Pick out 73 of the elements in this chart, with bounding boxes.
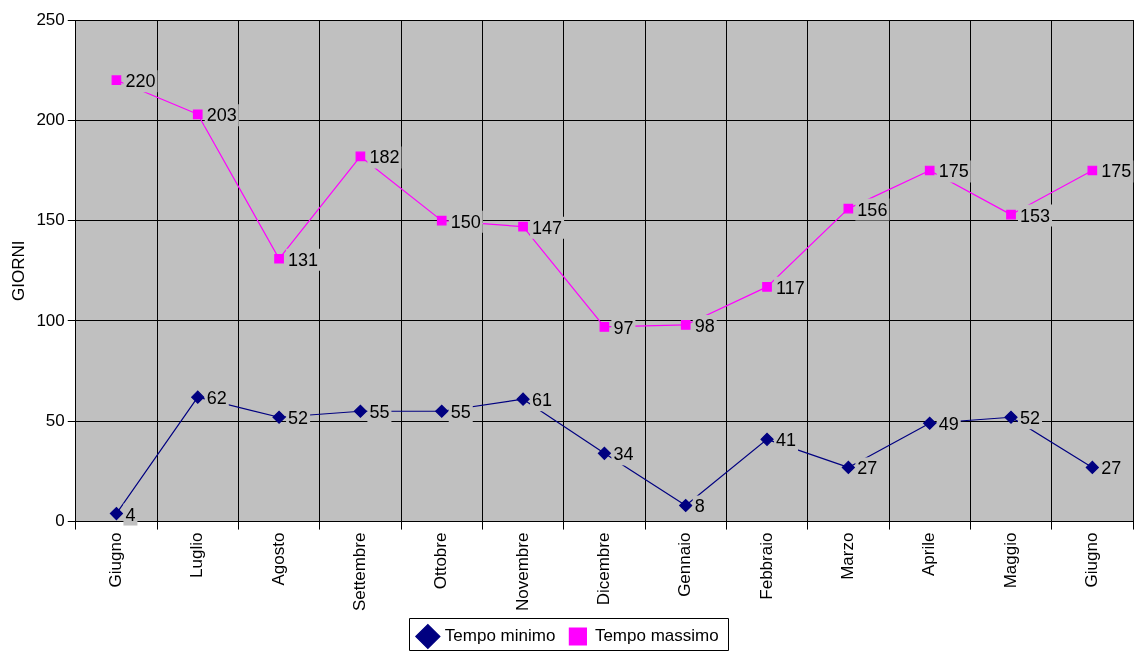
x-tick-label: Gennaio bbox=[675, 532, 695, 597]
x-tick-label: Maggio bbox=[1000, 532, 1020, 589]
x-tick-label: Febbraio bbox=[756, 532, 776, 600]
point bbox=[516, 392, 530, 406]
data-label: 220 bbox=[125, 71, 156, 92]
point bbox=[924, 165, 935, 176]
data-label: 52 bbox=[1020, 408, 1041, 429]
data-label: 55 bbox=[450, 402, 471, 423]
x-tick-label: Giugno bbox=[106, 532, 126, 588]
y-axis-title: GIORNI bbox=[8, 240, 28, 302]
point bbox=[679, 498, 693, 513]
y-tick-label: 0 bbox=[55, 511, 65, 531]
point bbox=[518, 221, 528, 232]
y-tick-label: 100 bbox=[36, 310, 65, 330]
x-tick-label: Luglio bbox=[187, 532, 207, 578]
data-label: 97 bbox=[613, 317, 634, 338]
data-label: 41 bbox=[776, 430, 797, 451]
data-label: 153 bbox=[1020, 205, 1051, 226]
data-label: 52 bbox=[288, 408, 309, 429]
x-tick-label: Marzo bbox=[838, 532, 858, 580]
point bbox=[841, 460, 855, 474]
data-label: 156 bbox=[857, 199, 888, 220]
legend-label: Tempo massimo bbox=[594, 626, 719, 646]
data-label: 98 bbox=[694, 315, 715, 336]
data-label: 117 bbox=[776, 277, 805, 298]
data-label: 182 bbox=[369, 147, 400, 168]
data-label: 62 bbox=[206, 388, 227, 409]
data-label: 4 bbox=[125, 504, 136, 525]
point bbox=[435, 404, 449, 418]
point bbox=[1085, 460, 1099, 474]
x-tick-label: Ottobre bbox=[431, 532, 451, 590]
point bbox=[191, 390, 205, 404]
data-label: 8 bbox=[694, 496, 705, 517]
point bbox=[109, 506, 124, 521]
point bbox=[843, 203, 854, 214]
data-label: 27 bbox=[857, 458, 878, 479]
data-label: 150 bbox=[450, 211, 481, 232]
y-tick-label: 200 bbox=[36, 110, 65, 129]
point bbox=[274, 253, 284, 264]
point bbox=[680, 320, 691, 330]
x-tick-label: Novembre bbox=[512, 532, 532, 611]
point bbox=[597, 446, 611, 460]
data-label: 27 bbox=[1101, 458, 1122, 479]
point bbox=[192, 109, 203, 120]
point bbox=[436, 215, 447, 226]
data-label: 34 bbox=[613, 444, 634, 465]
point bbox=[1006, 209, 1016, 220]
legend-label: Tempo minimo bbox=[444, 626, 556, 646]
x-tick-label: Giugno bbox=[1082, 532, 1102, 588]
x-tick-label: Aprile bbox=[919, 532, 939, 577]
point bbox=[760, 432, 774, 446]
data-label: 55 bbox=[369, 402, 390, 423]
x-tick-label: Agosto bbox=[268, 532, 288, 586]
data-label: 131 bbox=[288, 249, 319, 270]
point bbox=[353, 404, 367, 418]
data-label: 147 bbox=[532, 217, 563, 238]
y-tick-label: 150 bbox=[36, 210, 65, 230]
point bbox=[762, 282, 772, 292]
data-label: 175 bbox=[1101, 161, 1132, 182]
y-tick-label: 250 bbox=[36, 9, 65, 29]
data-label: 175 bbox=[938, 161, 969, 182]
point bbox=[599, 322, 610, 332]
point bbox=[1004, 410, 1018, 424]
x-tick-label: Settembre bbox=[350, 532, 370, 612]
x-tick-label: Dicembre bbox=[594, 532, 614, 606]
point bbox=[1087, 165, 1098, 176]
point bbox=[111, 75, 122, 86]
data-label: 49 bbox=[938, 414, 959, 435]
point bbox=[923, 416, 937, 430]
data-label: 61 bbox=[532, 390, 553, 411]
y-tick-label: 50 bbox=[45, 410, 65, 430]
point bbox=[272, 410, 286, 424]
data-label: 203 bbox=[206, 105, 237, 126]
